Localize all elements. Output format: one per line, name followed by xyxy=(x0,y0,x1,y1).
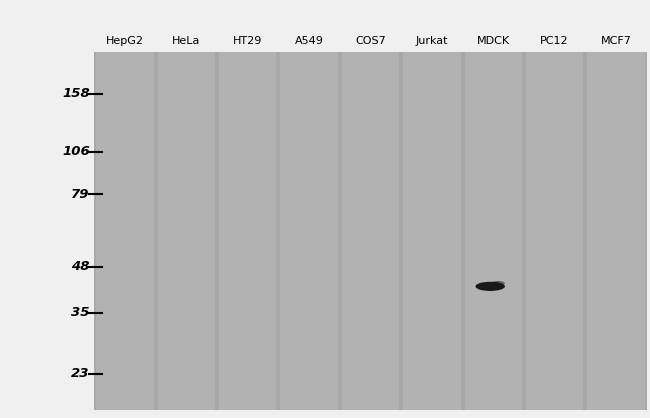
Bar xyxy=(526,52,584,410)
Text: 106: 106 xyxy=(62,145,90,158)
Text: 48: 48 xyxy=(72,260,90,273)
Text: PC12: PC12 xyxy=(540,36,569,46)
Text: MCF7: MCF7 xyxy=(601,36,632,46)
Bar xyxy=(94,52,647,410)
Text: Jurkat: Jurkat xyxy=(415,36,448,46)
Text: MDCK: MDCK xyxy=(476,36,510,46)
Bar xyxy=(157,52,215,410)
Bar xyxy=(342,52,399,410)
Bar xyxy=(465,52,522,410)
Bar xyxy=(219,52,276,410)
Bar xyxy=(588,52,645,410)
Text: COS7: COS7 xyxy=(355,36,386,46)
Bar xyxy=(403,52,461,410)
Text: A549: A549 xyxy=(294,36,324,46)
Ellipse shape xyxy=(476,282,505,291)
Bar xyxy=(96,52,153,410)
Text: 158: 158 xyxy=(62,87,90,100)
Bar xyxy=(280,52,338,410)
Text: 23: 23 xyxy=(72,367,90,380)
Text: HeLa: HeLa xyxy=(172,36,200,46)
Text: 35: 35 xyxy=(72,306,90,319)
Text: HepG2: HepG2 xyxy=(106,36,144,46)
Text: HT29: HT29 xyxy=(233,36,263,46)
Text: 79: 79 xyxy=(72,188,90,201)
Ellipse shape xyxy=(491,281,505,286)
